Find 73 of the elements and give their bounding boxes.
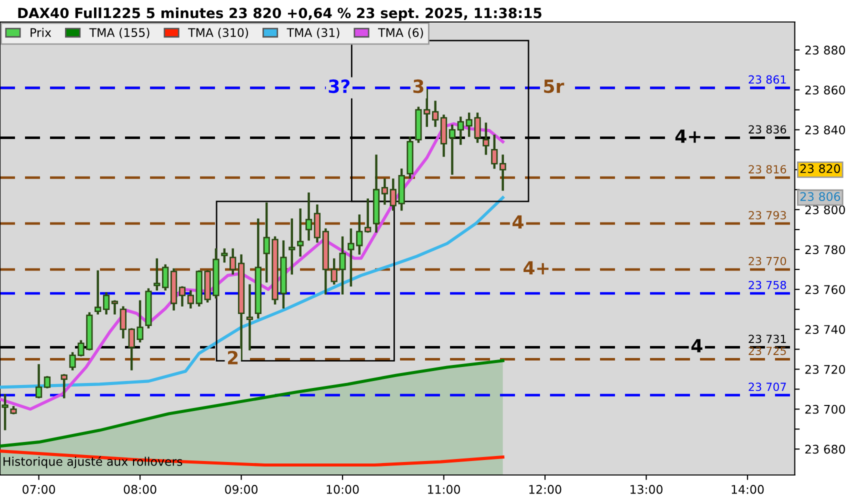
- line-series: [0, 450, 504, 467]
- candlestick: [297, 208, 304, 257]
- candlestick: [178, 286, 186, 306]
- candlestick: [448, 124, 456, 175]
- candlestick: [2, 394, 8, 430]
- x-tick-label: 14:00: [732, 484, 764, 494]
- annotation: 4: [691, 339, 702, 352]
- candlestick: [102, 292, 110, 314]
- candlestick: [36, 364, 42, 398]
- annotation: 3?: [328, 79, 350, 94]
- candlestick: [154, 258, 160, 291]
- legend-label: Prix: [30, 28, 52, 37]
- candlestick: [314, 204, 321, 243]
- ref-line-label: 23 725: [748, 346, 786, 356]
- candlestick: [60, 374, 68, 398]
- ref-line-label: 23 707: [748, 382, 786, 392]
- y-tick-label: 23 880: [805, 46, 845, 55]
- x-tick-label: 07:00: [22, 484, 56, 494]
- y-tick-label: 23 800: [805, 205, 845, 214]
- text: 23 806: [800, 192, 840, 202]
- x-tick-label: 09:00: [225, 484, 258, 494]
- legend-label: TMA (31): [286, 28, 340, 38]
- x-tick-label: 13:00: [630, 484, 662, 494]
- ref-line-label: 23 836: [748, 125, 786, 134]
- legend-label: TMA (155): [89, 28, 150, 38]
- candlestick: [44, 376, 51, 388]
- candlestick: [482, 122, 490, 155]
- candlestick: [491, 134, 498, 169]
- ref-line-label: 23 758: [748, 280, 786, 290]
- x-tick-label: 12:00: [529, 484, 562, 494]
- text: 23 820: [800, 164, 840, 174]
- candlestick: [111, 300, 118, 314]
- x-tick-label: 11:00: [428, 484, 460, 494]
- candlestick: [500, 154, 506, 191]
- candlestick: [94, 270, 102, 314]
- candlestick: [288, 218, 296, 275]
- candlestick: [390, 178, 396, 211]
- annotation: 4: [512, 215, 524, 229]
- y-tick-label: 23 680: [805, 444, 845, 454]
- candlestick: [187, 290, 194, 308]
- candlestick: [230, 248, 236, 275]
- ref-line-label: 23 731: [748, 334, 786, 344]
- ref-line-label: 23 793: [748, 211, 786, 220]
- ref-line-label: 23 816: [748, 165, 786, 174]
- x-tick-label: 10:00: [326, 484, 359, 494]
- line-series: [0, 196, 504, 389]
- y-tick-label: 23 700: [805, 404, 845, 414]
- legend-label: TMA (6): [378, 28, 423, 38]
- candlestick: [162, 264, 169, 291]
- candlestick: [364, 198, 372, 233]
- candlestick: [457, 116, 464, 145]
- candlestick: [120, 306, 126, 338]
- legend-label: TMA (310): [188, 28, 248, 38]
- candlestick: [221, 248, 228, 263]
- candlestick: [381, 178, 388, 205]
- annotation: 3: [413, 79, 424, 94]
- y-tick-label: 23 840: [805, 125, 845, 134]
- y-tick-label: 23 780: [805, 245, 845, 254]
- candlestick: [246, 284, 254, 350]
- y-tick-label: 23 740: [805, 325, 845, 334]
- annotation: 2: [228, 350, 238, 364]
- annotation: 5r: [544, 80, 564, 94]
- annotation: 4+: [524, 261, 549, 274]
- y-tick-label: 23 860: [805, 86, 845, 95]
- candlestick: [432, 100, 439, 127]
- y-tick-label: 23 720: [805, 364, 845, 374]
- chart-title: DAX40 Full1225 5 minutes 23 820 +0,64 % 23 sept. 2025, 11:38:15: [18, 8, 542, 21]
- x-tick-label: 08:00: [124, 484, 156, 494]
- ref-line-label: 23 861: [748, 75, 786, 84]
- candlestick: [305, 192, 312, 241]
- annotation: 4+: [675, 130, 700, 143]
- ref-line-label: 23 770: [748, 256, 786, 266]
- y-tick-label: 23 760: [805, 285, 845, 294]
